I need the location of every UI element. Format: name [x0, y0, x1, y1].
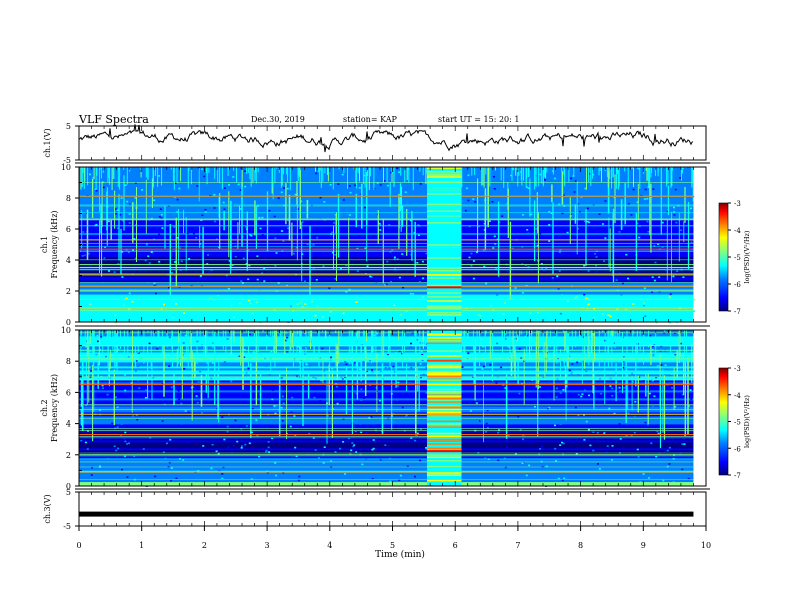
ch1-waveform-panel: 5 -5 ch.1(V)	[43, 122, 707, 165]
ch2-colorbar-tick-label: -3	[734, 365, 741, 373]
ch2-colorbar-tick-label: -7	[734, 472, 741, 480]
ch3-waveform-ylabel: ch.3(V)	[43, 494, 52, 523]
ch2-spectrogram-ytick-label: 2	[66, 451, 71, 460]
ch1-spectrogram-ytick-label: 4	[66, 256, 71, 265]
ch1-colorbar-label: log(PSD)(V²/Hz)	[743, 230, 751, 283]
ch2-spectrogram-ytick-label: 6	[66, 388, 71, 397]
time-axis-tick-label: 6	[453, 541, 458, 550]
time-axis-tick-label: 7	[515, 541, 520, 550]
ch2-spectrogram-ytick-label: 8	[66, 357, 71, 366]
ch2-colorbar-tick-label: -4	[734, 392, 741, 400]
ch2-spectrogram-ytick-label: 0	[66, 482, 71, 491]
ch2-spectrogram-panel: 0 2 4 6 8 10 ch.2 Frequency (kHz)	[40, 326, 707, 491]
ch2-colorbar-scale	[718, 367, 729, 476]
time-axis-tick-label: 9	[641, 541, 646, 550]
ch2-colorbar: -3 -4 -5 -6 -7 log(PSD)(V²/Hz)	[718, 365, 751, 480]
ch1-colorbar-tick-label: -3	[734, 200, 741, 208]
time-axis-tick-label: 3	[265, 541, 270, 550]
ch3-waveform-ytick-label: -5	[63, 522, 71, 531]
ch3-waveform-ytick-label: 5	[66, 488, 71, 497]
time-axis-label: Time (min)	[375, 549, 425, 560]
figure-title: VLF Spectra	[78, 113, 149, 126]
ch1-spectrogram-ytick-label: 2	[66, 287, 71, 296]
ch1-colorbar-tick-label: -4	[734, 227, 741, 235]
ch3-waveform-trace	[79, 511, 694, 517]
ch1-spectrogram-panel: 0 2 4 6 8 10 ch.1 Frequency (kHz)	[40, 163, 707, 327]
ch1-colorbar-tick-label: -7	[734, 308, 741, 316]
time-axis-tick-label: 5	[390, 541, 395, 550]
ch1-spectrogram-ytick-label: 0	[66, 318, 71, 327]
ch2-spectrogram-ylabel: Frequency (kHz)	[50, 374, 59, 442]
ch1-waveform-frame	[78, 125, 707, 161]
ch1-waveform-ytick-label: 5	[66, 122, 71, 131]
ch1-colorbar-scale	[718, 202, 729, 312]
ch1-spectrogram-ytick-label: 10	[61, 163, 71, 172]
date-label: Dec.30, 2019	[251, 115, 305, 124]
ch2-colorbar-tick-label: -6	[734, 445, 741, 453]
start-time-label: start UT = 15: 20: 1	[438, 115, 519, 124]
ch1-spectrogram-ylabel: Frequency (kHz)	[50, 210, 59, 278]
ch2-spectrogram-ylabel: ch.2	[40, 399, 49, 416]
time-axis-tick-label: 2	[202, 541, 207, 550]
ch1-colorbar-tick-label: -6	[734, 281, 741, 289]
ch1-colorbar-tick-label: -5	[734, 254, 741, 262]
ch2-colorbar-tick-label: -5	[734, 419, 741, 427]
ch1-spectrogram-ytick-label: 6	[66, 225, 71, 234]
ch1-spectrogram-ytick-label: 8	[66, 194, 71, 203]
time-axis-tick-label: 1	[139, 541, 144, 550]
ch2-spectrogram-ytick-label: 10	[61, 326, 71, 335]
ch1-waveform-ytick-label: -5	[63, 156, 71, 165]
ch3-waveform-panel: 5 -5 ch.3(V)	[43, 488, 707, 531]
ch2-colorbar-label: log(PSD)(V²/Hz)	[743, 395, 751, 448]
time-axis-tick-label: 0	[76, 541, 81, 550]
ch1-waveform-trace	[78, 124, 694, 153]
time-axis-tick-label: 10	[701, 541, 711, 550]
time-axis-tick-label: 4	[327, 541, 332, 550]
ch1-spectrogram-ylabel: ch.1	[40, 236, 49, 253]
time-axis: 0 1 2 3 4 5 6 7 8 9 10	[75, 162, 711, 550]
time-axis-tick-label: 8	[578, 541, 583, 550]
ch1-colorbar: -3 -4 -5 -6 -7 log(PSD)(V²/Hz)	[718, 200, 751, 316]
ch3-waveform-frame	[78, 491, 707, 527]
ch2-spectrogram-ytick-label: 4	[66, 420, 71, 429]
ch1-waveform-ylabel: ch.1(V)	[43, 128, 52, 157]
station-label: station= KAP	[343, 115, 398, 124]
